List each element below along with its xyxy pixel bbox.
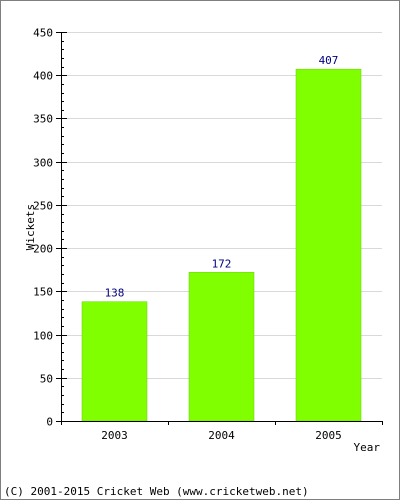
y-tick-label-100: 100	[33, 330, 53, 343]
x-tick-label-2003: 2003	[101, 429, 128, 442]
data-label-2005: 407	[319, 54, 339, 67]
x-tick-label-2005: 2005	[315, 429, 342, 442]
data-label-2003: 138	[105, 287, 125, 300]
x-tick-label-2004: 2004	[208, 429, 235, 442]
y-tick-label-350: 350	[33, 113, 53, 126]
axes	[56, 32, 383, 425]
bar-2003	[81, 301, 148, 422]
copyright-footer: (C) 2001-2015 Cricket Web (www.cricketwe…	[4, 485, 309, 498]
y-tick-label-400: 400	[33, 70, 53, 83]
y-tick-label-150: 150	[33, 286, 53, 299]
y-tick-label-50: 50	[40, 373, 53, 386]
bars	[81, 68, 362, 422]
y-tick-label-300: 300	[33, 157, 53, 170]
y-axis-title: Wickets	[24, 204, 37, 250]
bar-2005	[295, 68, 362, 422]
y-tick-label-250: 250	[33, 200, 53, 213]
x-axis-title: Year	[354, 441, 381, 454]
labels: 138 2003 172 2004 407 2005 0 50 100 150 200 250 300 3…	[33, 27, 342, 443]
y-tick-label-0: 0	[46, 416, 53, 429]
bar-2004	[188, 272, 255, 422]
y-tick-label-200: 200	[33, 243, 53, 256]
y-tick-label-450: 450	[33, 27, 53, 40]
data-label-2004: 172	[212, 257, 232, 270]
